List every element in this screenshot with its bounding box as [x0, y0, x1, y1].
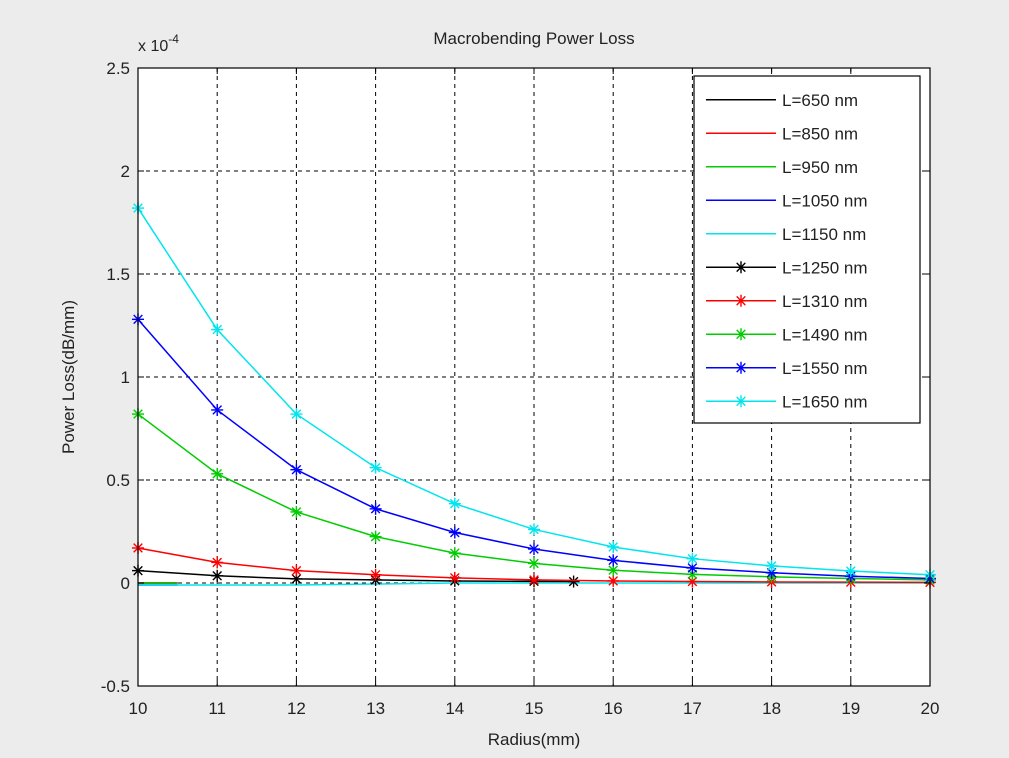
- legend-label: L=1310 nm: [782, 292, 868, 311]
- x-tick-label: 15: [525, 699, 544, 718]
- legend-label: L=1650 nm: [782, 392, 868, 411]
- star-marker: [448, 547, 461, 560]
- legend-label: L=1050 nm: [782, 191, 868, 210]
- y-tick-label: 2: [121, 162, 130, 181]
- star-marker: [765, 559, 778, 572]
- y-multiplier: x 10-4: [138, 32, 179, 55]
- y-tick-label: 1: [121, 368, 130, 387]
- star-marker: [735, 361, 747, 374]
- star-marker: [211, 403, 224, 416]
- star-marker: [528, 523, 540, 536]
- star-marker: [528, 573, 540, 586]
- y-tick-label: 0.5: [106, 471, 130, 490]
- legend-label: L=950 nm: [782, 158, 858, 177]
- star-marker: [607, 574, 620, 587]
- y-tick-label: -0.5: [101, 677, 130, 696]
- star-marker: [290, 505, 303, 518]
- x-tick-label: 11: [208, 699, 226, 718]
- svg-text:x 10-4: x 10-4: [138, 32, 179, 55]
- legend-entry: L=1650 nm: [706, 392, 868, 411]
- legend-entry: L=1150 nm: [706, 225, 866, 244]
- x-tick-label: 18: [762, 699, 781, 718]
- star-marker: [735, 328, 747, 341]
- y-tick-label: 2.5: [106, 59, 130, 78]
- star-marker: [290, 408, 303, 421]
- star-marker: [369, 502, 382, 515]
- legend-entry: L=1550 nm: [706, 359, 868, 378]
- legend-label: L=1490 nm: [782, 325, 868, 344]
- star-marker: [448, 497, 461, 510]
- legend-entry: L=1310 nm: [706, 292, 868, 311]
- x-tick-label: 16: [604, 699, 623, 718]
- ticks: [137, 67, 931, 687]
- legend-entry: L=1490 nm: [706, 325, 868, 344]
- star-marker: [567, 575, 580, 588]
- y-multiplier-base: x 10: [138, 38, 168, 55]
- star-marker: [211, 569, 224, 582]
- legend-label: L=650 nm: [782, 91, 858, 110]
- x-axis-label: Radius(mm): [488, 730, 581, 749]
- star-marker: [211, 556, 224, 569]
- tick-labels: 10 11 12 13 14 15 16 17 18 19 20 -0.5 0 0.5 1 1.5 2 2.5: [101, 59, 940, 718]
- star-marker: [448, 571, 461, 584]
- legend-entry: L=650 nm: [706, 91, 858, 110]
- star-marker: [369, 461, 382, 474]
- star-marker: [369, 568, 382, 581]
- y-axis-label: Power Loss(dB/mm): [59, 300, 78, 454]
- star-marker: [607, 540, 620, 553]
- star-marker: [844, 565, 857, 578]
- legend-label: L=1150 nm: [782, 225, 866, 244]
- legend-entry: L=1250 nm: [706, 258, 868, 277]
- x-tick-label: 20: [921, 699, 940, 718]
- star-marker: [735, 294, 747, 307]
- x-tick-label: 19: [841, 699, 860, 718]
- legend-label: L=1250 nm: [782, 258, 868, 277]
- star-marker: [290, 564, 303, 577]
- star-marker: [211, 323, 224, 336]
- star-marker: [735, 261, 747, 274]
- legend-label: L=1550 nm: [782, 359, 868, 378]
- star-marker: [448, 526, 461, 539]
- x-tick-label: 14: [445, 699, 464, 718]
- star-marker: [369, 530, 382, 543]
- legend-entry: L=950 nm: [706, 158, 858, 177]
- legend-entry: L=850 nm: [706, 124, 858, 143]
- x-tick-label: 12: [287, 699, 306, 718]
- legend-label: L=850 nm: [782, 124, 858, 143]
- y-tick-label: 1.5: [106, 265, 130, 284]
- legend: L=650 nm L=850 nm L=950 nm L=1050 nm L=1150 …: [693, 75, 921, 424]
- star-marker: [607, 554, 620, 567]
- y-tick-label: 0: [121, 574, 130, 593]
- star-marker: [735, 395, 747, 408]
- legend-entry: L=1050 nm: [706, 191, 868, 210]
- star-marker: [290, 463, 303, 476]
- x-tick-label: 10: [129, 699, 148, 718]
- star-marker: [686, 552, 699, 565]
- star-marker: [528, 543, 540, 556]
- chart-title: Macrobending Power Loss: [433, 29, 634, 48]
- star-marker: [211, 467, 224, 480]
- y-multiplier-exponent: -4: [168, 32, 179, 46]
- x-tick-label: 17: [683, 699, 702, 718]
- x-tick-label: 13: [366, 699, 385, 718]
- star-marker: [528, 557, 540, 570]
